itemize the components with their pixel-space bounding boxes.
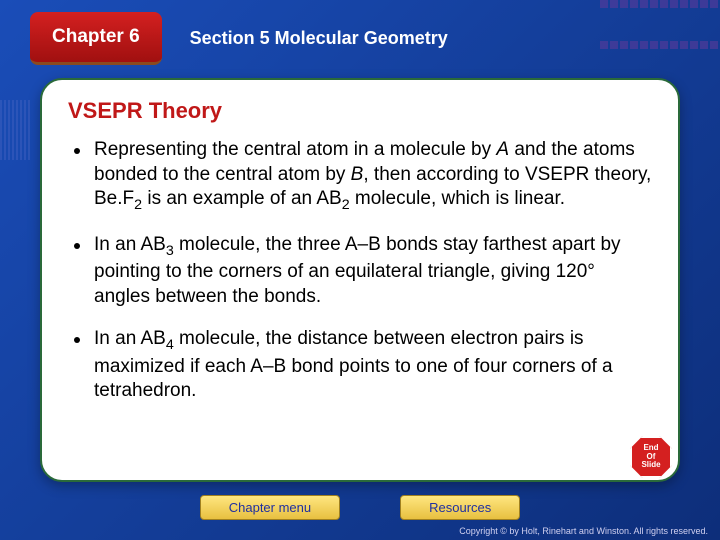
- bullet-item: In an AB3 molecule, the three A–B bonds …: [68, 233, 652, 310]
- bullet-text: In an AB3 molecule, the three A–B bonds …: [94, 233, 652, 310]
- bottom-button-bar: Chapter menu Resources: [0, 495, 720, 520]
- resources-button[interactable]: Resources: [400, 495, 520, 520]
- end-badge-line: Slide: [632, 461, 670, 470]
- chapter-menu-button[interactable]: Chapter menu: [200, 495, 340, 520]
- bullet-dot-icon: [74, 243, 80, 249]
- decorative-left-lines: [0, 100, 30, 160]
- bullet-item: Representing the central atom in a molec…: [68, 138, 652, 215]
- bullet-item: In an AB4 molecule, the distance between…: [68, 327, 652, 404]
- content-panel: VSEPR Theory Representing the central at…: [40, 78, 680, 482]
- bullet-text: In an AB4 molecule, the distance between…: [94, 327, 652, 404]
- chapter-badge: Chapter 6: [30, 12, 162, 65]
- bullet-text: Representing the central atom in a molec…: [94, 138, 652, 215]
- decorative-squares: [600, 0, 720, 80]
- copyright-text: Copyright © by Holt, Rinehart and Winsto…: [459, 526, 708, 536]
- panel-title: VSEPR Theory: [68, 98, 652, 124]
- bullet-dot-icon: [74, 337, 80, 343]
- bullet-dot-icon: [74, 148, 80, 154]
- section-title: Section 5 Molecular Geometry: [190, 28, 448, 49]
